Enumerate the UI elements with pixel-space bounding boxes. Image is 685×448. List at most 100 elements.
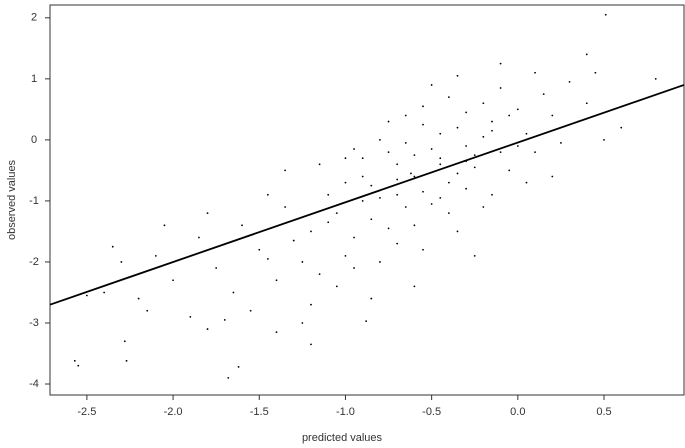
point — [189, 315, 192, 318]
point — [542, 93, 545, 96]
point — [353, 267, 355, 269]
point — [266, 257, 269, 260]
x-tick-label: -2.0 — [164, 406, 183, 418]
point — [361, 200, 364, 202]
point — [534, 151, 536, 153]
point — [456, 126, 459, 129]
y-tick-label: 0 — [31, 134, 37, 146]
point — [361, 175, 364, 178]
point — [120, 261, 123, 263]
point — [422, 105, 424, 108]
point — [447, 96, 450, 99]
point — [516, 145, 519, 147]
point — [387, 227, 390, 230]
point — [215, 267, 218, 269]
point — [491, 120, 493, 123]
point — [318, 273, 321, 276]
point — [370, 297, 373, 300]
point — [125, 359, 128, 362]
point — [275, 331, 278, 334]
point — [318, 163, 321, 166]
point — [404, 114, 407, 117]
point — [284, 169, 287, 172]
point — [603, 138, 605, 141]
point — [410, 172, 412, 175]
x-tick-label: -1.0 — [336, 406, 355, 418]
point — [439, 157, 442, 160]
point — [447, 181, 450, 184]
fit-line — [49, 84, 685, 306]
point — [594, 71, 597, 74]
x-tick-label: -0.5 — [422, 406, 441, 418]
point — [473, 166, 476, 169]
point — [344, 157, 347, 160]
point — [241, 224, 243, 227]
x-tick-label: -2.5 — [77, 406, 96, 418]
point — [604, 13, 607, 16]
point — [310, 343, 312, 346]
point — [137, 297, 140, 300]
point — [172, 279, 174, 282]
point — [154, 254, 157, 257]
point — [413, 224, 416, 227]
point — [365, 320, 368, 323]
point — [310, 230, 312, 233]
point — [353, 236, 355, 239]
point — [465, 187, 468, 190]
y-tick-label: -4 — [29, 378, 39, 390]
point — [491, 193, 493, 196]
point — [370, 184, 373, 187]
point — [422, 190, 424, 193]
point — [227, 377, 230, 379]
point — [654, 77, 657, 80]
point — [206, 328, 209, 330]
point — [568, 81, 571, 83]
point — [439, 132, 442, 135]
point — [73, 359, 76, 362]
point — [465, 111, 468, 114]
point — [232, 291, 235, 294]
point — [266, 193, 269, 196]
point — [387, 151, 390, 153]
point — [237, 366, 240, 368]
point — [146, 309, 149, 312]
point — [292, 239, 295, 242]
point — [379, 138, 381, 141]
point — [103, 291, 106, 294]
y-tick-label: 1 — [31, 73, 37, 85]
point — [249, 309, 252, 312]
point — [430, 84, 433, 86]
point — [430, 203, 433, 205]
point — [361, 157, 364, 160]
point — [447, 212, 450, 215]
point — [499, 151, 502, 153]
point — [525, 132, 528, 135]
y-tick-label: 2 — [31, 12, 37, 24]
point — [456, 172, 459, 175]
point — [344, 181, 347, 184]
point — [422, 123, 424, 126]
point — [560, 142, 562, 144]
point — [413, 285, 416, 288]
point — [258, 248, 261, 251]
point — [482, 206, 485, 208]
point — [163, 224, 166, 227]
point — [422, 248, 424, 251]
point — [111, 245, 114, 248]
point — [206, 212, 209, 215]
point — [396, 242, 399, 245]
point — [551, 114, 554, 117]
point — [301, 322, 304, 324]
point — [379, 261, 381, 263]
point — [620, 126, 623, 129]
x-tick-label: 0.0 — [510, 406, 525, 418]
point — [499, 87, 502, 89]
point — [456, 74, 459, 77]
point — [77, 364, 80, 367]
y-tick-label: -2 — [29, 256, 39, 268]
point — [387, 120, 390, 123]
point — [508, 114, 511, 117]
y-axis-label: observed values — [6, 159, 18, 240]
